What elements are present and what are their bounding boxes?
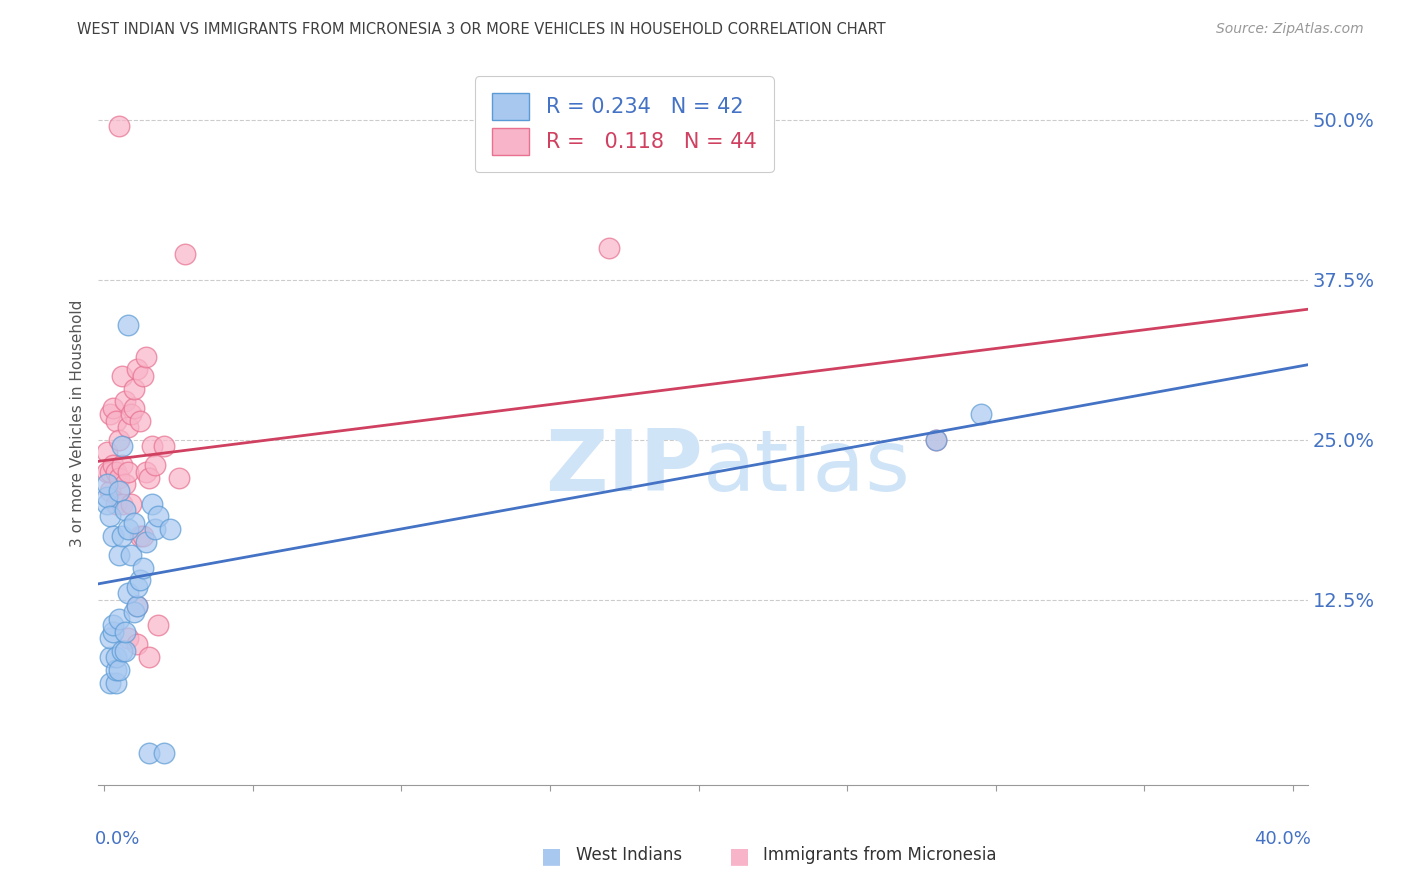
Point [925, 433, 948, 447]
Point [98, 407, 121, 421]
Point [108, 433, 131, 447]
Text: Immigrants from Micronesia: Immigrants from Micronesia [763, 847, 997, 864]
Point [125, 637, 148, 651]
Point [173, 247, 195, 261]
Point [105, 675, 128, 690]
Point [108, 120, 131, 134]
Point [114, 643, 136, 657]
Point [129, 528, 152, 542]
Point [96, 477, 118, 491]
Point [129, 574, 152, 588]
Point [117, 420, 139, 434]
Point [96, 497, 118, 511]
Point [146, 618, 169, 632]
Point [98, 483, 121, 498]
Point [146, 509, 169, 524]
Point [122, 605, 145, 619]
Point [117, 631, 139, 645]
Point [132, 560, 155, 574]
Point [125, 362, 148, 376]
Point [120, 497, 142, 511]
Point [167, 471, 190, 485]
Point [108, 663, 131, 677]
Point [117, 318, 139, 332]
Point [120, 407, 142, 421]
Point [114, 394, 136, 409]
Point [114, 624, 136, 639]
Point [111, 368, 134, 383]
Point [120, 548, 142, 562]
Text: Source: ZipAtlas.com: Source: ZipAtlas.com [1216, 22, 1364, 37]
Point [159, 522, 181, 536]
Point [96, 445, 118, 459]
Point [105, 650, 128, 665]
Point [143, 458, 166, 473]
Point [135, 350, 157, 364]
Point [143, 522, 166, 536]
Point [114, 477, 136, 491]
Point [105, 465, 128, 479]
Point [108, 483, 131, 498]
Point [132, 528, 155, 542]
Point [103, 624, 125, 639]
Point [135, 465, 157, 479]
Point [138, 650, 160, 665]
Text: 0.0%: 0.0% [94, 830, 141, 847]
Text: WEST INDIAN VS IMMIGRANTS FROM MICRONESIA 3 OR MORE VEHICLES IN HOUSEHOLD CORREL: WEST INDIAN VS IMMIGRANTS FROM MICRONESI… [77, 22, 886, 37]
Point [105, 663, 128, 677]
Point [98, 675, 121, 690]
Point [108, 612, 131, 626]
Point [105, 413, 128, 427]
Point [117, 586, 139, 600]
Point [98, 509, 121, 524]
Text: ZIP: ZIP [546, 425, 703, 508]
Point [125, 599, 148, 613]
Text: atlas: atlas [703, 425, 911, 508]
Point [141, 439, 163, 453]
Point [98, 465, 121, 479]
Point [925, 433, 948, 447]
Point [103, 401, 125, 415]
Point [105, 497, 128, 511]
Point [138, 471, 160, 485]
Point [117, 465, 139, 479]
Point [125, 580, 148, 594]
Point [598, 241, 620, 255]
Point [103, 458, 125, 473]
Point [132, 368, 155, 383]
Point [122, 401, 145, 415]
Point [96, 490, 118, 504]
Point [108, 471, 131, 485]
Point [125, 599, 148, 613]
Point [111, 497, 134, 511]
Text: ■: ■ [541, 847, 562, 866]
Point [98, 631, 121, 645]
Y-axis label: 3 or more Vehicles in Household: 3 or more Vehicles in Household [69, 300, 84, 548]
Point [129, 413, 152, 427]
Point [152, 746, 174, 760]
Text: ■: ■ [728, 847, 749, 866]
Point [141, 497, 163, 511]
Point [111, 439, 134, 453]
Point [970, 407, 993, 421]
Point [135, 535, 157, 549]
Point [138, 746, 160, 760]
Point [103, 618, 125, 632]
Point [111, 643, 134, 657]
Point [111, 458, 134, 473]
Legend: R = 0.234   N = 42, R =   0.118   N = 44: R = 0.234 N = 42, R = 0.118 N = 44 [475, 77, 773, 171]
Point [98, 650, 121, 665]
Point [152, 439, 174, 453]
Point [111, 528, 134, 542]
Point [103, 528, 125, 542]
Point [122, 382, 145, 396]
Point [122, 516, 145, 530]
Point [117, 522, 139, 536]
Point [108, 548, 131, 562]
Text: 40.0%: 40.0% [1254, 830, 1312, 847]
Text: West Indians: West Indians [576, 847, 682, 864]
Point [114, 503, 136, 517]
Point [96, 465, 118, 479]
